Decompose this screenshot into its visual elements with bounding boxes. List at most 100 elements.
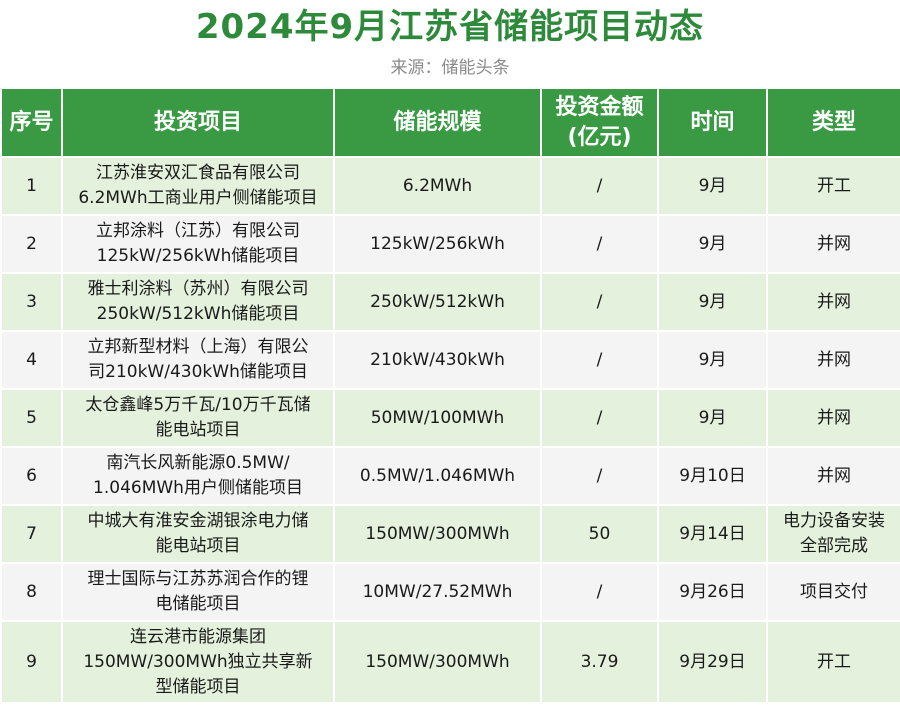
type-line: 开工 [817, 175, 851, 196]
table-row: 7 中城大有淮安金湖银涂电力储 能电站项目 150MW/300MWh 50 9月14日 电力… [0, 504, 900, 564]
type-line: 开工 [817, 651, 851, 672]
project-line: 立邦新型材料（上海）有限公 [87, 337, 309, 357]
cell-scale: 250kW/512kWh [333, 272, 542, 332]
type-line: 并网 [817, 291, 851, 312]
cell-time: 9月29日 [657, 620, 768, 704]
table-row: 5 太仓鑫峰5万千瓦/10万千瓦储 能电站项目 50MW/100MWh/9月 并网 [0, 388, 900, 448]
project-line: 250kW/512kWh储能项目 [96, 304, 300, 324]
cell-amount: / [540, 388, 659, 448]
project-line: 1.046MWh用户侧储能项目 [93, 478, 303, 498]
cell-scale: 6.2MWh [333, 156, 542, 216]
cell-scale: 50MW/100MWh [333, 388, 542, 448]
table-body: 1 江苏淮安双汇食品有限公司 6.2MWh工商业用户侧储能项目 6.2MWh/9月 开工… [0, 156, 900, 704]
table-row: 3 雅士利涂料（苏州）有限公司 250kW/512kWh储能项目 250kW/512k… [0, 272, 900, 332]
cell-time: 9月10日 [657, 446, 768, 506]
header-time: 时间 [657, 87, 768, 158]
cell-scale: 10MW/27.52MWh [333, 562, 542, 622]
cell-amount: / [540, 446, 659, 506]
cell-amount: 50 [540, 504, 659, 564]
cell-project: 立邦涂料（江苏）有限公司 125kW/256kWh储能项目 [61, 214, 335, 274]
type-line: 项目交付 [800, 581, 868, 602]
table-row: 2 立邦涂料（江苏）有限公司 125kW/256kWh储能项目 125kW/256kW… [0, 214, 900, 274]
cell-type: 项目交付 [766, 562, 900, 622]
cell-no: 8 [0, 562, 63, 622]
cell-amount: / [540, 156, 659, 216]
cell-no: 2 [0, 214, 63, 274]
cell-no: 4 [0, 330, 63, 390]
header-no: 序号 [0, 87, 63, 158]
cell-time: 9月 [657, 272, 768, 332]
type-line: 并网 [817, 465, 851, 486]
project-line: 雅士利涂料（苏州）有限公司 [87, 279, 309, 299]
cell-type: 电力设备安装 全部完成 [766, 504, 900, 564]
cell-scale: 150MW/300MWh [333, 620, 542, 704]
projects-table: 序号 投资项目 储能规模 投资金额 (亿元) 时间 类型 1 江苏淮安双汇食品有限… [0, 87, 900, 704]
header-scale: 储能规模 [333, 87, 542, 158]
cell-no: 5 [0, 388, 63, 448]
type-line: 电力设备安装 [783, 511, 885, 531]
header-amount: 投资金额 (亿元) [540, 87, 659, 158]
cell-amount: 3.79 [540, 620, 659, 704]
source-note: 来源：储能头条 [390, 58, 510, 78]
cell-type: 并网 [766, 272, 900, 332]
table-row: 8 理士国际与江苏苏润合作的锂 电储能项目 10MW/27.52MWh/9月26日 项目… [0, 562, 900, 622]
cell-no: 7 [0, 504, 63, 564]
cell-type: 开工 [766, 156, 900, 216]
type-line: 全部完成 [800, 536, 868, 556]
cell-type: 并网 [766, 446, 900, 506]
project-line: 电储能项目 [155, 594, 241, 614]
cell-type: 开工 [766, 620, 900, 704]
cell-project: 太仓鑫峰5万千瓦/10万千瓦储 能电站项目 [61, 388, 335, 448]
cell-type: 并网 [766, 330, 900, 390]
project-line: 125kW/256kWh储能项目 [96, 246, 300, 266]
cell-project: 连云港市能源集团 150MW/300MWh独立共享新 型储能项目 [61, 620, 335, 704]
cell-type: 并网 [766, 388, 900, 448]
project-line: 150MW/300MWh独立共享新 [83, 651, 313, 672]
cell-scale: 210kW/430kWh [333, 330, 542, 390]
cell-project: 立邦新型材料（上海）有限公 司210kW/430kWh储能项目 [61, 330, 335, 390]
cell-amount: / [540, 214, 659, 274]
project-line: 江苏淮安双汇食品有限公司 [96, 163, 300, 183]
cell-project: 雅士利涂料（苏州）有限公司 250kW/512kWh储能项目 [61, 272, 335, 332]
table-row: 9 连云港市能源集团 150MW/300MWh独立共享新 型储能项目 150MW/300… [0, 620, 900, 704]
cell-project: 中城大有淮安金湖银涂电力储 能电站项目 [61, 504, 335, 564]
cell-project: 南汽长风新能源0.5MW/1.046MWh用户侧储能项目 [61, 446, 335, 506]
cell-no: 1 [0, 156, 63, 216]
header-project: 投资项目 [61, 87, 335, 158]
cell-no: 3 [0, 272, 63, 332]
header-amount-line2: (亿元) [567, 124, 632, 150]
project-line: 型储能项目 [155, 676, 241, 697]
cell-no: 6 [0, 446, 63, 506]
cell-no: 9 [0, 620, 63, 704]
cell-type: 并网 [766, 214, 900, 274]
header-type: 类型 [766, 87, 900, 158]
cell-amount: / [540, 272, 659, 332]
project-line: 太仓鑫峰5万千瓦/10万千瓦储 [85, 395, 311, 415]
cell-scale: 125kW/256kWh [333, 214, 542, 274]
cell-time: 9月26日 [657, 562, 768, 622]
table-row: 4 立邦新型材料（上海）有限公 司210kW/430kWh储能项目 210kW/430… [0, 330, 900, 390]
cell-time: 9月 [657, 214, 768, 274]
cell-time: 9月 [657, 156, 768, 216]
cell-time: 9月14日 [657, 504, 768, 564]
cell-time: 9月 [657, 388, 768, 448]
cell-scale: 0.5MW/1.046MWh [333, 446, 542, 506]
project-line: 司210kW/430kWh储能项目 [88, 362, 308, 382]
cell-amount: / [540, 330, 659, 390]
table-header-row: 序号 投资项目 储能规模 投资金额 (亿元) 时间 类型 [0, 87, 900, 158]
project-line: 理士国际与江苏苏润合作的锂 [87, 569, 309, 589]
header-amount-line1: 投资金额 [555, 94, 644, 120]
project-line: 中城大有淮安金湖银涂电力储 [87, 511, 309, 531]
page-title: 2024年9月江苏省储能项目动态 [195, 7, 705, 47]
type-line: 并网 [817, 349, 851, 370]
cell-project: 理士国际与江苏苏润合作的锂 电储能项目 [61, 562, 335, 622]
project-line: 连云港市能源集团 [130, 626, 266, 647]
type-line: 并网 [817, 407, 851, 428]
project-line: 能电站项目 [155, 536, 241, 556]
cell-time: 9月 [657, 330, 768, 390]
project-line: 立邦涂料（江苏）有限公司 [96, 221, 300, 241]
project-line: 能电站项目 [155, 420, 241, 440]
type-line: 并网 [817, 233, 851, 254]
project-line: 6.2MWh工商业用户侧储能项目 [78, 188, 318, 208]
project-line: 南汽长风新能源0.5MW/ [106, 453, 290, 473]
